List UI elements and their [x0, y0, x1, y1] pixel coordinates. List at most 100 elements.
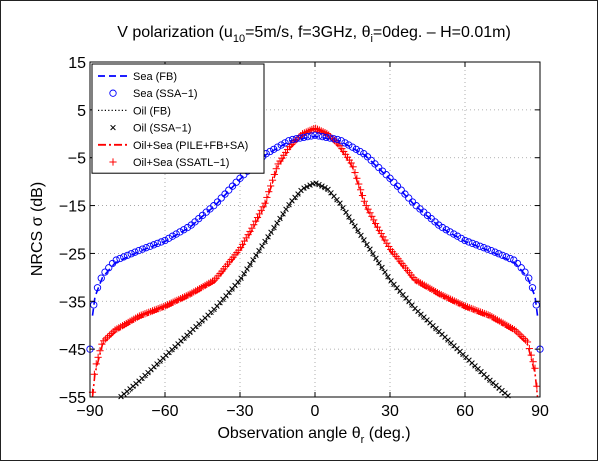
data-point: [280, 211, 286, 217]
data-point: [253, 252, 259, 259]
data-point: [285, 137, 293, 145]
data-point: [462, 302, 470, 310]
x-tick-label: 90: [531, 403, 549, 420]
data-point: [370, 250, 376, 257]
data-point: [92, 360, 100, 368]
marker-stroke: [301, 185, 307, 191]
data-point: [270, 170, 278, 179]
y-tick-label: −35: [59, 294, 86, 311]
data-point: [135, 312, 143, 320]
data-point: [256, 247, 262, 254]
data-point: [177, 294, 185, 303]
data-point: [183, 223, 192, 232]
y-tick-label: 5: [77, 103, 86, 120]
data-point: [124, 318, 132, 327]
data-point: [288, 135, 297, 144]
data-point: [381, 236, 389, 244]
data-point: [467, 304, 475, 313]
data-point: [323, 129, 331, 138]
data-point: [101, 268, 109, 276]
marker-stroke: [274, 220, 280, 226]
data-point: [484, 311, 492, 319]
data-point: [337, 137, 345, 145]
data-point: [424, 283, 432, 291]
data-point: [385, 273, 391, 280]
data-point: [271, 224, 277, 231]
data-point: [178, 294, 187, 302]
marker-stroke: [334, 196, 340, 203]
legend-item: Sea (FB): [98, 71, 177, 83]
data-point: [353, 174, 361, 182]
data-point: [523, 338, 532, 346]
data-point: [376, 260, 382, 266]
data-point: [244, 231, 252, 239]
data-point: [307, 182, 313, 188]
data-point: [126, 317, 134, 325]
data-point: [333, 135, 342, 144]
data-point: [128, 316, 136, 324]
marker-stroke: [235, 279, 241, 285]
y-tick-label: −55: [59, 390, 86, 407]
data-point: [113, 325, 121, 333]
marker-stroke: [370, 250, 376, 257]
data-point: [413, 277, 421, 285]
data-point: [483, 245, 492, 253]
data-point: [116, 254, 124, 263]
data-point: [528, 284, 537, 292]
data-point: [130, 315, 138, 323]
data-point: [302, 128, 310, 136]
data-point: [105, 331, 113, 339]
data-point: [98, 340, 106, 348]
data-point: [237, 243, 245, 252]
data-point: [346, 214, 352, 220]
marker-stroke: [424, 317, 430, 323]
data-point: [103, 333, 112, 341]
legend-item: Sea (SSA−1): [109, 88, 198, 100]
data-point: [273, 143, 282, 151]
x-axis-label: Observation angle θr (deg.): [217, 425, 410, 446]
marker-stroke: [265, 234, 271, 240]
data-point: [244, 266, 250, 272]
x-tick-label: 30: [381, 403, 399, 420]
data-point: [493, 316, 502, 324]
data-point: [117, 323, 125, 331]
data-point: [341, 139, 349, 147]
data-point: [93, 284, 102, 292]
marker-stroke: [238, 275, 244, 281]
marker-stroke: [340, 205, 346, 211]
data-point: [296, 134, 304, 142]
data-point: [248, 224, 256, 232]
data-point: [225, 186, 233, 194]
marker-stroke: [448, 340, 454, 346]
data-point: [370, 216, 378, 224]
data-point: [441, 292, 449, 301]
data-point: [253, 213, 262, 222]
data-point: [277, 141, 285, 149]
data-point: [433, 289, 442, 297]
y-axis-label: NRCS σ (dB): [29, 182, 46, 276]
data-point: [456, 300, 464, 308]
data-point: [165, 300, 173, 308]
marker-stroke: [256, 247, 262, 254]
data-point: [349, 163, 357, 171]
data-point: [250, 221, 258, 229]
data-point: [442, 226, 450, 234]
marker-stroke: [337, 200, 343, 206]
data-point: [137, 311, 145, 319]
y-tick-label: −5: [68, 151, 86, 168]
marker-stroke: [493, 382, 499, 389]
marker-stroke: [325, 186, 331, 193]
data-point: [112, 256, 120, 264]
data-point: [453, 232, 462, 240]
data-point: [408, 198, 417, 206]
data-point: [355, 180, 363, 188]
marker-stroke: [280, 211, 286, 217]
data-point: [232, 178, 240, 186]
data-point: [382, 171, 390, 179]
data-point: [478, 309, 487, 317]
data-point: [131, 248, 139, 256]
y-tick-label: −25: [59, 246, 86, 263]
marker-stroke: [418, 311, 424, 317]
data-point: [475, 307, 483, 315]
data-point: [448, 296, 457, 304]
